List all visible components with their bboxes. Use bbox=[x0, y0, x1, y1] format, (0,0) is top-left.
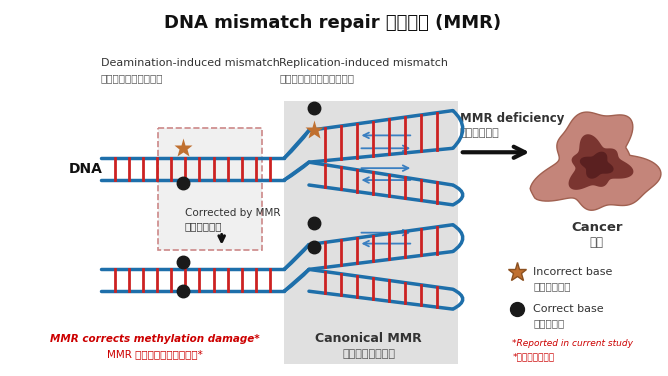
Text: Canonical MMR: Canonical MMR bbox=[315, 332, 422, 346]
Text: *由當前研究報告: *由當前研究報告 bbox=[512, 352, 554, 361]
Text: Cancer: Cancer bbox=[571, 221, 623, 234]
Text: 複製過程中引入的鹼基錯配: 複製過程中引入的鹼基錯配 bbox=[279, 73, 354, 83]
Text: DNA: DNA bbox=[69, 162, 103, 176]
Text: Correct base: Correct base bbox=[533, 304, 604, 314]
Text: MMR 修復甲基化誤導的損傷*: MMR 修復甲基化誤導的損傷* bbox=[108, 349, 203, 359]
Text: Incorrect base: Incorrect base bbox=[533, 267, 613, 277]
Text: Corrected by MMR: Corrected by MMR bbox=[185, 208, 281, 218]
FancyBboxPatch shape bbox=[158, 129, 263, 250]
Polygon shape bbox=[580, 152, 614, 179]
Polygon shape bbox=[530, 112, 661, 210]
Text: 錯配修復缺陷: 錯配修復缺陷 bbox=[460, 129, 500, 138]
Text: Deamination-induced mismatch: Deamination-induced mismatch bbox=[101, 58, 279, 68]
FancyBboxPatch shape bbox=[284, 101, 458, 364]
Text: 常規錯配修復功能: 常規錯配修復功能 bbox=[342, 349, 395, 359]
Text: DNA mismatch repair 錯配修復 (MMR): DNA mismatch repair 錯配修復 (MMR) bbox=[164, 14, 502, 32]
Text: Replication-induced mismatch: Replication-induced mismatch bbox=[279, 58, 448, 68]
Text: 錯配修復功能: 錯配修復功能 bbox=[185, 221, 222, 231]
Text: MMR corrects methylation damage*: MMR corrects methylation damage* bbox=[50, 334, 260, 344]
Text: 不正確的鹼基: 不正確的鹼基 bbox=[533, 281, 570, 291]
Text: 腫瘾: 腫瘾 bbox=[590, 236, 604, 249]
Text: 正確的鹼基: 正確的鹼基 bbox=[533, 318, 564, 328]
Polygon shape bbox=[568, 134, 633, 190]
Text: 脱氨基誤導的鹼基錯配: 脱氨基誤導的鹼基錯配 bbox=[101, 73, 163, 83]
Text: *Reported in current study: *Reported in current study bbox=[512, 340, 633, 348]
Text: MMR deficiency: MMR deficiency bbox=[460, 112, 564, 125]
